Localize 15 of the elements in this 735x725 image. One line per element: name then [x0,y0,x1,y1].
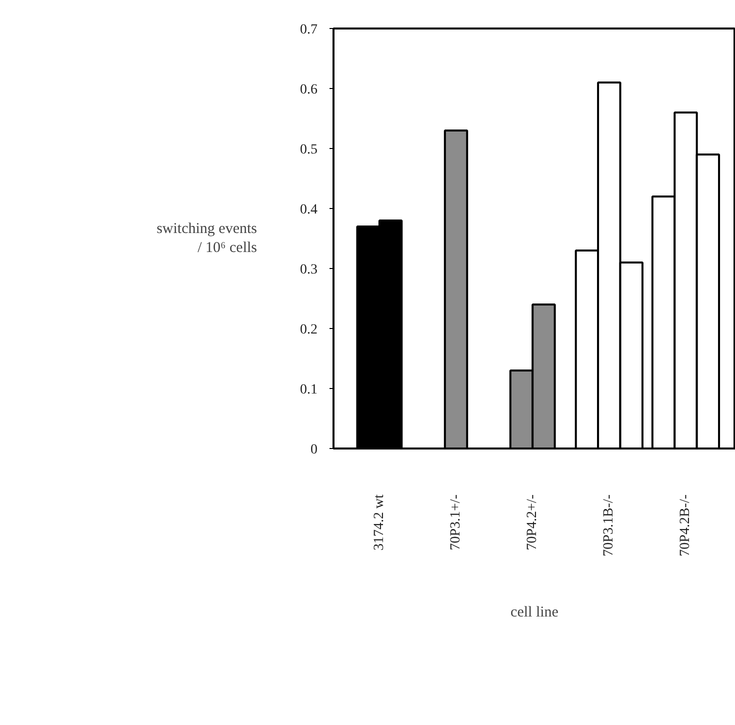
y-tick-label: 0.1 [300,382,318,398]
y-tick-label: 0.4 [300,202,318,218]
y-tick-label: 0.6 [300,82,318,98]
y-axis-title: switching events / 10⁶ cells [156,220,258,256]
x-axis-title: cell line [510,604,559,620]
x-tick-label: 70P3.1+/- [448,494,464,550]
y-tick-label: 0.2 [300,322,318,338]
x-tick-label: 70P4.2B-/- [678,494,694,556]
x-tick-label: 70P4.2+/- [525,494,540,550]
y-tick-label: 0.7 [300,22,318,38]
y-tick-label: 0.5 [300,142,318,158]
y-tick-label: 0 [310,442,318,458]
y-tick-label: 0.3 [300,262,318,278]
x-tick-label: 3174.2 wt [372,494,387,550]
x-tick-label: 70P3.1B-/- [602,494,617,556]
